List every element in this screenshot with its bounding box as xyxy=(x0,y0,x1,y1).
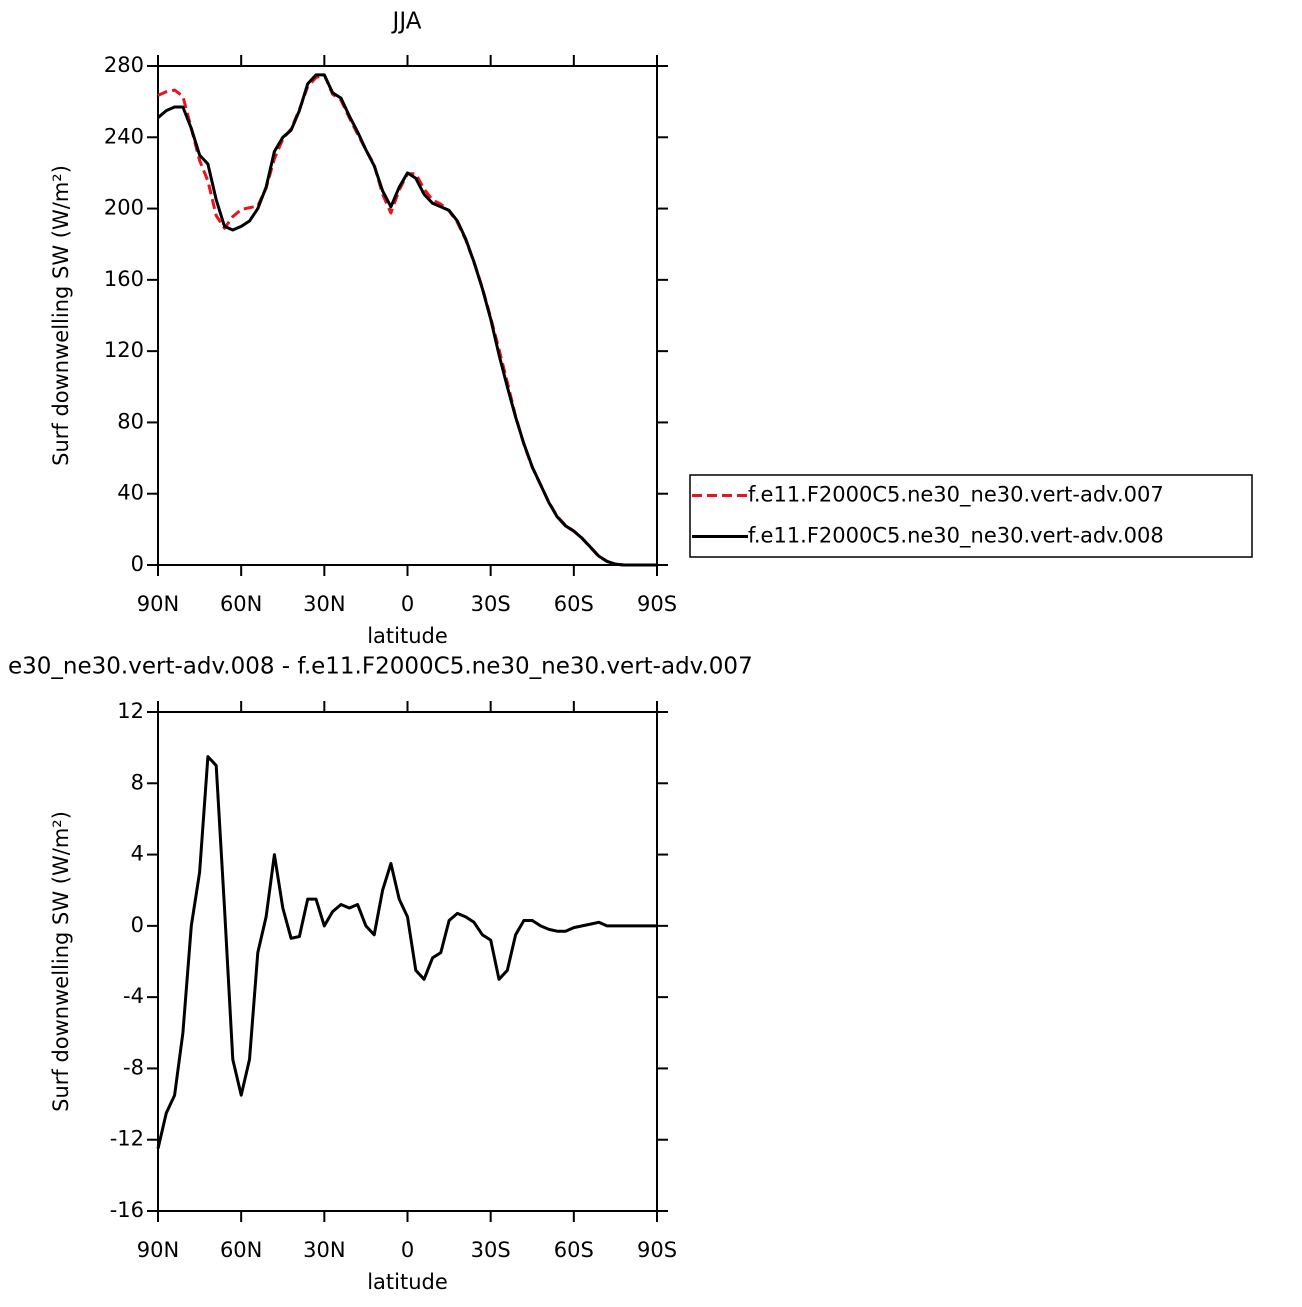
y-tick-label: 0 xyxy=(131,552,144,576)
x-tick-label: 60S xyxy=(554,592,594,616)
x-axis-label: latitude xyxy=(367,1270,448,1294)
y-tick-label: 12 xyxy=(117,699,144,723)
x-tick-label: 30S xyxy=(471,1238,511,1262)
y-tick-label: 0 xyxy=(131,913,144,937)
y-tick-label: -12 xyxy=(110,1127,144,1151)
x-tick-label: 90S xyxy=(637,592,677,616)
chart-title: e30_ne30.vert-adv.008 - f.e11.F2000C5.ne… xyxy=(8,654,753,680)
x-tick-label: 60N xyxy=(220,1238,262,1262)
x-tick-label: 90S xyxy=(637,1238,677,1262)
x-tick-label: 30N xyxy=(303,1238,345,1262)
x-tick-label: 60S xyxy=(554,1238,594,1262)
legend-box xyxy=(689,474,1253,558)
y-tick-label: 4 xyxy=(131,842,144,866)
y-tick-label: 40 xyxy=(117,481,144,505)
chart-title: JJA xyxy=(391,9,422,35)
y-tick-label: 240 xyxy=(104,124,144,148)
plot-frame xyxy=(157,711,658,1212)
legend-label: f.e11.F2000C5.ne30_ne30.vert-adv.007 xyxy=(748,483,1164,508)
x-tick-label: 0 xyxy=(401,1238,414,1262)
y-axis-label: Surf downwelling SW (W/m²) xyxy=(49,811,73,1112)
x-tick-label: 30N xyxy=(303,592,345,616)
x-tick-label: 30S xyxy=(471,592,511,616)
data-line xyxy=(157,73,657,567)
data-line xyxy=(156,755,657,1149)
y-tick-label: 200 xyxy=(104,196,144,220)
y-tick-label: 80 xyxy=(117,409,144,433)
y-tick-label: 280 xyxy=(104,53,144,77)
x-axis-label: latitude xyxy=(367,624,448,648)
y-tick-label: 160 xyxy=(104,267,144,291)
data-line xyxy=(157,73,657,567)
y-tick-label: -16 xyxy=(110,1198,144,1222)
y-tick-label: -8 xyxy=(123,1055,144,1079)
x-tick-label: 90N xyxy=(137,1238,179,1262)
legend-label: f.e11.F2000C5.ne30_ne30.vert-adv.008 xyxy=(748,524,1164,549)
x-tick-label: 60N xyxy=(220,592,262,616)
y-tick-label: -4 xyxy=(123,984,144,1008)
y-tick-label: 8 xyxy=(131,770,144,794)
x-tick-label: 0 xyxy=(401,592,414,616)
x-tick-label: 90N xyxy=(137,592,179,616)
y-tick-label: 120 xyxy=(104,338,144,362)
y-axis-label: Surf downwelling SW (W/m²) xyxy=(49,165,73,466)
plot-frame xyxy=(157,65,658,566)
